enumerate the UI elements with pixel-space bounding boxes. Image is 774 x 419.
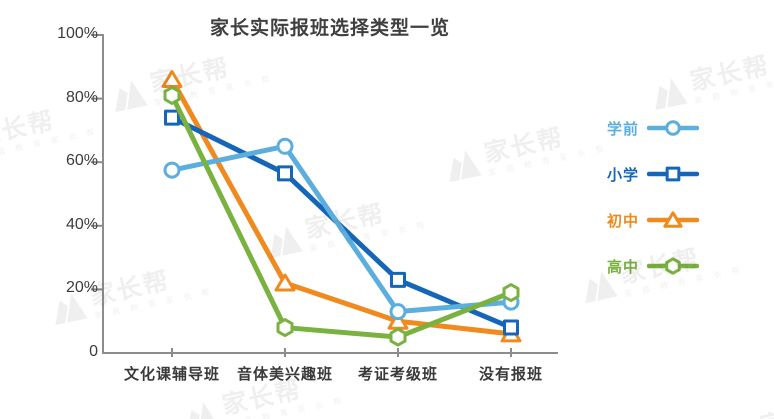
marker-junior-1 — [274, 273, 296, 292]
y-tick-label-40: 40% — [65, 215, 98, 233]
marker-preschool-0 — [163, 161, 181, 179]
marker-senior-1 — [276, 318, 294, 338]
legend-item-junior: 初中 — [607, 205, 700, 235]
legend-marker-triangle-icon — [647, 211, 700, 228]
x-category-label-3: 没有报班 — [478, 366, 543, 383]
x-category-label-1: 音体美兴趣班 — [236, 366, 333, 383]
series-line-senior — [169, 92, 514, 340]
y-tick-label-100: 100% — [57, 25, 98, 42]
series-senior — [163, 85, 520, 347]
marker-senior-3 — [502, 283, 520, 303]
marker-primary-3 — [503, 319, 519, 336]
legend-label-preschool: 学前 — [607, 120, 640, 138]
marker-primary-1 — [277, 165, 293, 182]
legend-label-senior: 高中 — [607, 258, 640, 276]
legend-marker-primary — [665, 166, 681, 182]
marker-primary-0 — [164, 109, 180, 126]
chart-legend: 学前 小学 初中 高中 — [607, 113, 700, 297]
y-tick-label-60: 60% — [65, 152, 98, 170]
y-tick-label-20: 20% — [65, 279, 98, 297]
marker-preschool-1 — [276, 137, 294, 155]
legend-marker-junior — [663, 211, 683, 228]
legend-label-junior: 初中 — [607, 212, 640, 230]
x-category-label-0: 文化课辅导班 — [123, 366, 220, 383]
series-junior — [161, 70, 522, 343]
marker-preschool-2 — [389, 303, 407, 321]
marker-primary-2 — [390, 271, 406, 288]
legend-item-primary: 小学 — [607, 159, 700, 189]
series-preschool — [163, 137, 520, 321]
y-tick-label-80: 80% — [65, 88, 98, 106]
x-category-label-2: 考证考级班 — [357, 366, 438, 383]
series-line-junior — [169, 77, 514, 337]
legend-marker-hexagon-icon — [647, 257, 700, 275]
legend-marker-senior — [665, 257, 681, 275]
legend-label-primary: 小学 — [607, 166, 640, 184]
legend-marker-preschool — [665, 120, 681, 136]
legend-marker-square-icon — [647, 166, 700, 182]
marker-senior-0 — [163, 85, 181, 105]
legend-item-senior: 高中 — [607, 251, 700, 281]
chart-title: 家长实际报班选择类型一览 — [209, 18, 450, 39]
marker-senior-2 — [389, 327, 407, 347]
series-line-preschool — [169, 143, 514, 315]
marker-junior-0 — [161, 70, 183, 89]
legend-item-preschool: 学前 — [607, 113, 700, 143]
legend-marker-circle-icon — [647, 120, 700, 136]
y-tick-label-0: 0 — [89, 343, 98, 360]
series-line-primary — [169, 115, 514, 331]
